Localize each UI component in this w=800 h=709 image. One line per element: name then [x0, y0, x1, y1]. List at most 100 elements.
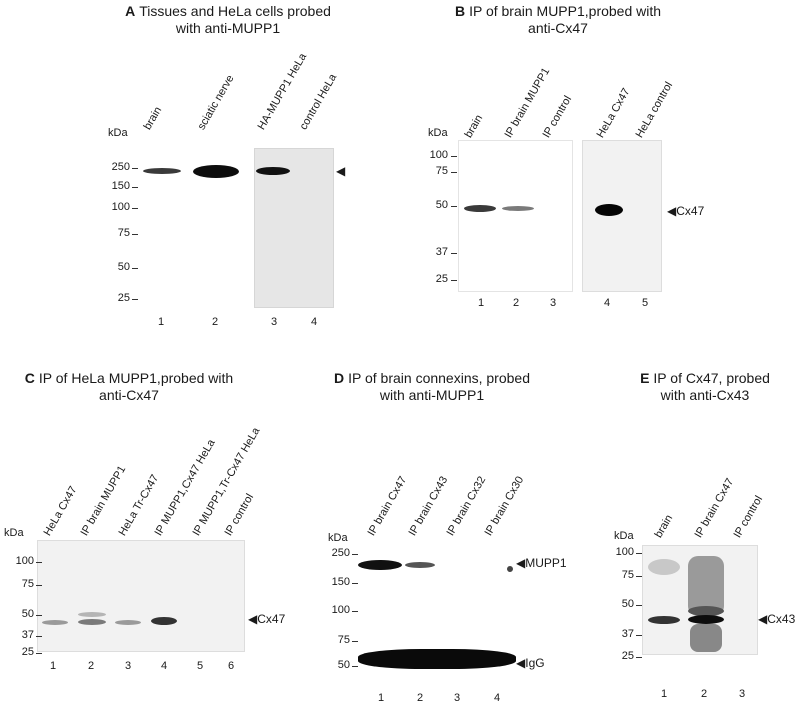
panel-b-blot-right: [582, 140, 662, 292]
panel-e-lane-number: 3: [738, 688, 746, 700]
panel-c-marker-75: 75: [21, 578, 34, 590]
panel-c-lane-number: 4: [160, 660, 168, 672]
panel-b-marker-25: 25: [435, 273, 448, 285]
panel-c-lane-number: 3: [124, 660, 132, 672]
panel-a-marker-100: 100: [111, 201, 130, 213]
panel-a-tick: [132, 268, 138, 269]
panel-c-lane-number: 1: [49, 660, 57, 672]
panel-d-title-line1: IP of brain connexins, probed: [348, 370, 530, 386]
panel-e-band-label: ◀Cx43: [758, 612, 795, 626]
panel-d-band-label-top-text: MUPP1: [525, 556, 567, 570]
panel-a-lane-number: 3: [270, 316, 278, 328]
panel-a-band-lane-3: [256, 167, 290, 175]
panel-b-title-line1: IP of brain MUPP1,probed with: [469, 3, 662, 19]
panel-b-band-lane-1: [464, 205, 496, 212]
panel-a-tick: [132, 234, 138, 235]
panel-b-tick: [451, 253, 457, 254]
panel-a-tick: [132, 299, 138, 300]
panel-b-kda-label: kDa: [428, 127, 448, 139]
panel-a-lane-label-1: brain: [141, 104, 165, 132]
panel-d-lane-number: 2: [416, 692, 424, 704]
panel-d-lane-label-3: IP brain Cx32: [444, 474, 489, 538]
panel-b-lane-number: 1: [477, 297, 485, 309]
panel-b-arrow-icon: ◀: [667, 204, 677, 218]
panel-d-title: D IP of brain connexins, probed: [322, 370, 542, 387]
panel-b-band-lane-2: [502, 206, 534, 211]
panel-b-title: B IP of brain MUPP1,probed with: [428, 3, 688, 20]
panel-b-lane-label-3: IP control: [540, 93, 575, 140]
panel-c-tick: [36, 636, 42, 637]
panel-c-marker-100: 100: [15, 555, 34, 567]
panel-c-marker-37: 37: [21, 629, 34, 641]
panel-d-tick: [352, 611, 358, 612]
panel-d-lane-number: 3: [453, 692, 461, 704]
panel-d-kda-label: kDa: [328, 532, 348, 544]
panel-b-band-label-text: Cx47: [676, 204, 705, 218]
panel-b-band-label: ◀Cx47: [667, 204, 704, 218]
panel-c-lane-label-1: HeLa Cx47: [41, 484, 80, 538]
panel-b-band-lane-4: [595, 204, 623, 216]
panel-c-lane-number: 2: [87, 660, 95, 672]
panel-c-blot: [37, 540, 245, 652]
panel-a-arrow-icon: ◀: [336, 164, 346, 178]
panel-d-lane-label-2: IP brain Cx43: [406, 474, 451, 538]
panel-c-lane-number: 6: [227, 660, 235, 672]
panel-a-marker-25: 25: [117, 292, 130, 304]
panel-b-lane-number: 5: [641, 297, 649, 309]
panel-c-band-lane-2-upper: [78, 612, 106, 617]
panel-b-lane-label-5: HeLa control: [633, 79, 676, 140]
panel-a-title-line2: with anti-MUPP1: [175, 20, 281, 36]
panel-e-band-lane-1: [648, 616, 680, 624]
panel-e-arrow-icon: ◀: [758, 612, 768, 626]
panel-c-tick: [36, 562, 42, 563]
panel-a-marker-250: 250: [111, 161, 130, 173]
panel-e-tick: [636, 605, 642, 606]
panel-e-lane-number: 2: [700, 688, 708, 700]
panel-b-tick: [451, 280, 457, 281]
panel-a-band-lane-1: [143, 168, 181, 174]
panel-d-tick: [352, 641, 358, 642]
panel-e-lane-number: 1: [660, 688, 668, 700]
panel-c-tick: [36, 653, 42, 654]
panel-a-marker-150: 150: [111, 180, 130, 192]
panel-e-lane-label-2: IP brain Cx47: [692, 476, 737, 540]
panel-c-lane-number: 5: [196, 660, 204, 672]
panel-a-tick: [132, 168, 138, 169]
panel-e-title-line1: IP of Cx47, probed: [653, 370, 770, 386]
panel-d-letter: D: [334, 370, 345, 386]
panel-a-band-lane-2: [193, 165, 239, 178]
panel-e-title: E IP of Cx47, probed: [610, 370, 800, 387]
panel-d-band-mupp1-lane-4: [507, 566, 513, 572]
panel-c-band-lane-1: [42, 620, 68, 625]
panel-b-blot-left: [458, 140, 573, 292]
panel-d-marker-150: 150: [331, 576, 350, 588]
panel-b-marker-50: 50: [435, 199, 448, 211]
panel-c-arrow-icon: ◀: [248, 612, 258, 626]
panel-c-title: C IP of HeLa MUPP1,probed with: [4, 370, 254, 387]
panel-c-letter: C: [24, 370, 35, 386]
panel-c-lane-label-6: IP control: [222, 491, 257, 538]
panel-e-lane-label-3: IP control: [731, 493, 766, 540]
panel-d-lane-number: 4: [493, 692, 501, 704]
panel-e-marker-75: 75: [621, 569, 634, 581]
panel-c-marker-50: 50: [21, 608, 34, 620]
panel-b-title-line2: anti-Cx47: [528, 20, 588, 36]
panel-a-marker-50: 50: [117, 261, 130, 273]
panel-d-lane-label-1: IP brain Cx47: [365, 474, 410, 538]
panel-e-letter: E: [640, 370, 650, 386]
panel-d-tick: [352, 583, 358, 584]
panel-b-marker-100: 100: [429, 149, 448, 161]
panel-e-band-lane-1-upper: [648, 559, 680, 575]
panel-e-title-line2: with anti-Cx43: [660, 387, 750, 403]
panel-e-marker-50: 50: [621, 598, 634, 610]
panel-c-title-line1: IP of HeLa MUPP1,probed with: [38, 370, 234, 386]
panel-d-arrow-icon: ◀: [516, 556, 526, 570]
panel-b-marker-75: 75: [435, 165, 448, 177]
panel-a-kda-label: kDa: [108, 127, 128, 139]
panel-b-tick: [451, 156, 457, 157]
panel-e-tick: [636, 635, 642, 636]
panel-c-title-line2: anti-Cx47: [99, 387, 159, 403]
panel-d-band-label-bottom: ◀IgG: [516, 656, 545, 670]
panel-d-band-mupp1-lane-2: [405, 562, 435, 568]
panel-a-lane-number: 4: [310, 316, 318, 328]
